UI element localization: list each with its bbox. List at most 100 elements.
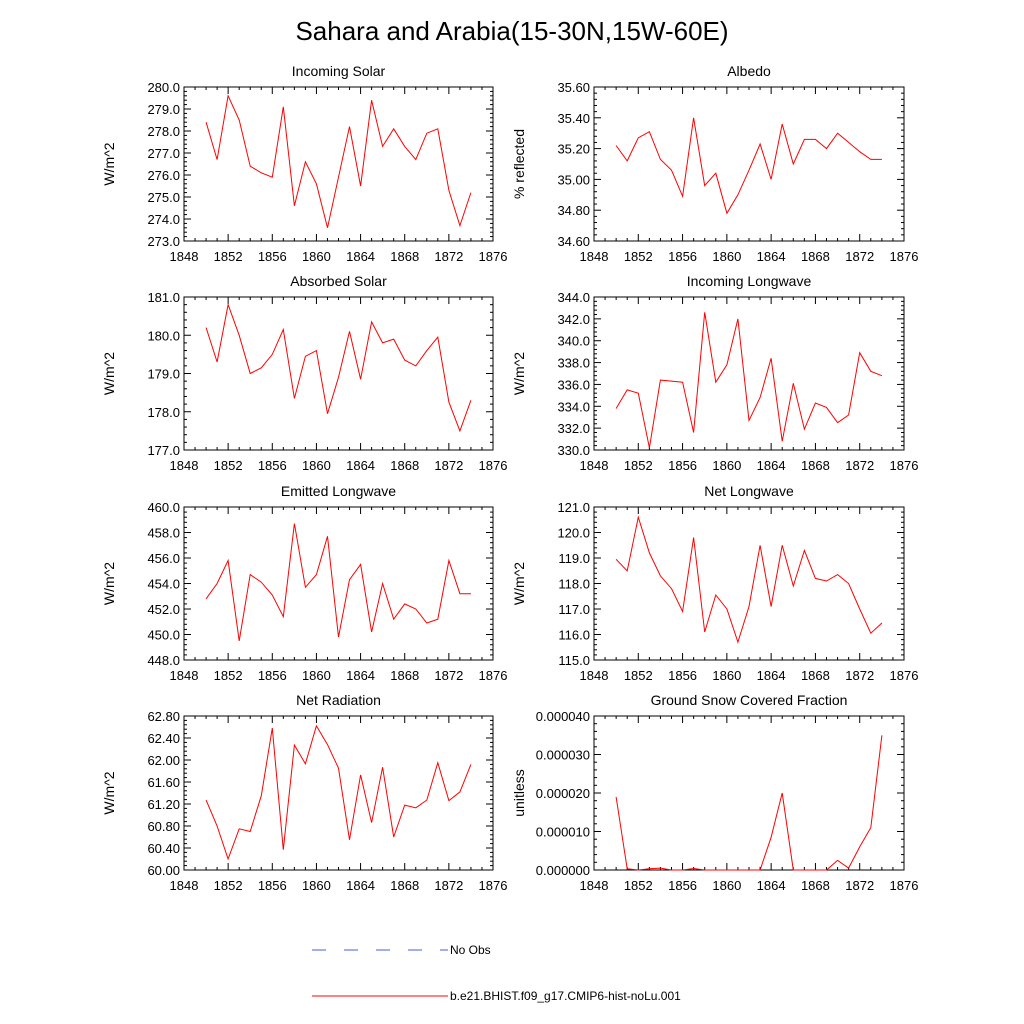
x-tick-label: 1876 (479, 878, 508, 893)
y-tick-label: 344.0 (557, 290, 590, 305)
y-tick-label: 179.0 (147, 367, 180, 382)
y-tick-label: 177.0 (147, 443, 180, 458)
panel-title: Albedo (727, 63, 771, 79)
x-tick-label: 1860 (712, 458, 741, 473)
x-tick-label: 1876 (890, 668, 919, 683)
x-tick-label: 1860 (712, 249, 741, 264)
x-tick-label: 1868 (801, 668, 830, 683)
panel-title: Absorbed Solar (290, 273, 387, 289)
y-axis-label: W/m^2 (101, 771, 117, 814)
y-tick-label: 460.0 (147, 500, 180, 515)
y-tick-label: 454.0 (147, 577, 180, 592)
x-tick-label: 1856 (258, 878, 287, 893)
plot-frame (183, 86, 494, 242)
x-tick-label: 1872 (434, 668, 463, 683)
y-tick-label: 34.60 (557, 234, 590, 249)
y-tick-label: 62.00 (147, 753, 180, 768)
y-tick-label: 277.0 (147, 146, 180, 161)
y-tick-label: 332.0 (557, 421, 590, 436)
y-tick-label: 275.0 (147, 190, 180, 205)
x-tick-label: 1864 (757, 249, 786, 264)
series-line-net-longwave (615, 515, 883, 644)
y-tick-label: 61.60 (147, 775, 180, 790)
x-tick-label: 1872 (845, 878, 874, 893)
series-line-emitted-longwave (205, 523, 471, 641)
series-line-absorbed-solar (205, 302, 472, 433)
x-tick-label: 1860 (712, 878, 741, 893)
x-tick-label: 1876 (479, 249, 508, 264)
y-tick-label: 278.0 (147, 124, 180, 139)
plot-frame (593, 715, 905, 871)
panel-title: Ground Snow Covered Fraction (651, 692, 848, 708)
y-tick-label: 62.80 (147, 709, 180, 724)
x-tick-label: 1876 (890, 458, 919, 473)
y-tick-label: 119.0 (558, 551, 590, 566)
y-tick-label: 279.0 (147, 102, 180, 117)
x-tick-label: 1860 (302, 878, 331, 893)
x-tick-label: 1860 (302, 458, 331, 473)
y-tick-label: 62.40 (147, 731, 180, 746)
panel-title: Net Radiation (296, 692, 381, 708)
x-tick-label: 1876 (890, 249, 919, 264)
y-axis-label: unitless (511, 769, 527, 816)
x-tick-label: 1852 (214, 668, 243, 683)
x-tick-label: 1872 (434, 458, 463, 473)
series-line-net-radiation (205, 724, 472, 861)
x-tick-label: 1864 (757, 668, 786, 683)
x-tick-label: 1868 (801, 249, 830, 264)
x-tick-label: 1864 (346, 878, 375, 893)
panel-title: Incoming Solar (292, 63, 386, 79)
y-axis-label: W/m^2 (101, 142, 117, 185)
y-tick-label: 0.000000 (536, 863, 590, 878)
y-tick-label: 35.60 (557, 80, 590, 95)
panel-title: Net Longwave (704, 483, 794, 499)
series-line-albedo (615, 117, 882, 215)
x-tick-label: 1848 (580, 458, 609, 473)
x-tick-label: 1856 (668, 878, 697, 893)
series-line-ground-snow-covered-fraction (615, 735, 883, 871)
x-tick-label: 1876 (479, 458, 508, 473)
y-tick-label: 60.40 (147, 841, 180, 856)
y-tick-label: 35.40 (557, 111, 590, 126)
x-tick-label: 1852 (624, 878, 653, 893)
plot-frame (593, 86, 905, 242)
panels: Incoming Solar W/m^2 1848 1852 1856 1860 1864 1… (101, 63, 918, 893)
y-tick-label: 276.0 (147, 168, 180, 183)
x-tick-label: 1864 (346, 668, 375, 683)
x-tick-label: 1868 (801, 458, 830, 473)
panel-ground-snow-covered-fraction: Ground Snow Covered Fraction unitless 1848… (511, 692, 918, 893)
panel-emitted-longwave: Emitted Longwave W/m^2 1848 1852 1856 1860 186… (101, 483, 507, 683)
series-line-incoming-longwave (615, 312, 883, 448)
y-tick-label: 0.000030 (536, 748, 590, 763)
y-tick-label: 120.0 (557, 526, 590, 541)
panel-albedo: Albedo % reflected 1848 1852 1856 1860 1864 186… (511, 63, 918, 264)
x-tick-label: 1868 (390, 249, 419, 264)
x-tick-label: 1852 (214, 878, 243, 893)
plot-frame (593, 506, 905, 661)
y-tick-label: 0.000020 (536, 786, 590, 801)
x-tick-label: 1872 (845, 668, 874, 683)
y-tick-label: 180.0 (147, 328, 180, 343)
x-tick-label: 1864 (346, 249, 375, 264)
y-tick-label: 336.0 (557, 377, 590, 392)
y-tick-label: 338.0 (557, 356, 590, 371)
y-tick-label: 178.0 (147, 405, 180, 420)
x-tick-label: 1856 (668, 458, 697, 473)
x-tick-label: 1876 (479, 668, 508, 683)
x-tick-label: 1848 (170, 249, 199, 264)
x-tick-label: 1876 (890, 878, 919, 893)
y-tick-label: 0.000040 (536, 709, 590, 724)
x-tick-label: 1868 (390, 458, 419, 473)
x-tick-label: 1852 (624, 668, 653, 683)
x-tick-label: 1860 (302, 668, 331, 683)
panel-incoming-longwave: Incoming Longwave W/m^2 1848 1852 1856 1860 18… (511, 273, 918, 473)
x-tick-label: 1872 (434, 878, 463, 893)
legend-label-no-obs: No Obs (450, 943, 491, 957)
y-tick-label: 334.0 (557, 399, 590, 414)
x-tick-label: 1848 (580, 668, 609, 683)
x-tick-label: 1848 (170, 668, 199, 683)
x-tick-label: 1864 (346, 458, 375, 473)
x-tick-label: 1856 (668, 249, 697, 264)
y-tick-label: 35.00 (557, 172, 590, 187)
